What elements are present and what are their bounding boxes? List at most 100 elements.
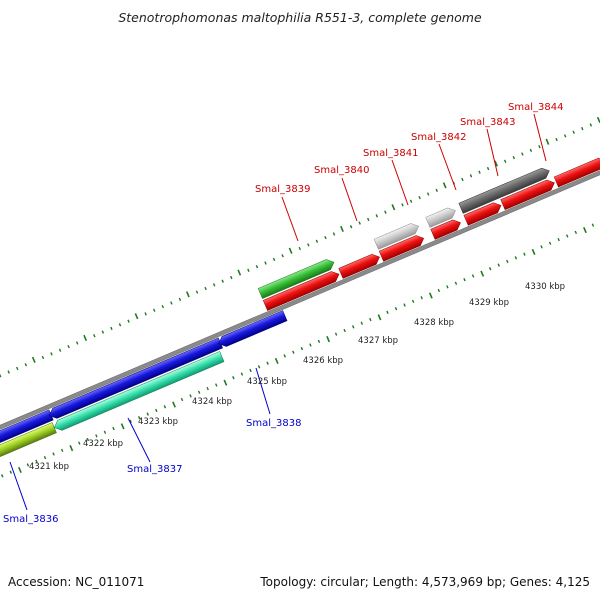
major-tick <box>120 423 125 430</box>
gene-label-smal-3837[interactable]: Smal_3837 <box>127 464 182 475</box>
cog-feature-smal-3841[interactable] <box>373 221 421 250</box>
minor-tick <box>24 363 28 367</box>
minor-tick <box>300 346 304 351</box>
gene-label-smal-3842[interactable]: Smal_3842 <box>411 132 466 143</box>
minor-tick <box>409 199 413 203</box>
major-tick <box>83 334 88 342</box>
minor-tick <box>463 277 466 282</box>
cog-feature-smal-3844[interactable] <box>458 166 552 214</box>
minor-tick <box>266 361 269 365</box>
leader-line <box>281 196 299 242</box>
major-tick <box>134 313 139 320</box>
major-tick <box>583 227 587 234</box>
minor-tick <box>503 159 507 163</box>
forward-gene-label-text: Smal_3839 Smal_3840 Smal_3841 Smal_3842 … <box>255 102 563 195</box>
cog-feature-smal-3836[interactable] <box>0 422 57 466</box>
minor-tick <box>86 437 90 442</box>
minor-tick <box>581 126 584 131</box>
cds-feature-smal-3838[interactable] <box>216 310 288 349</box>
cog-feature-smal-3839[interactable] <box>257 257 336 299</box>
minor-tick <box>478 170 481 174</box>
minor-tick <box>240 372 244 376</box>
scale-label: 4322 kbp <box>83 439 123 449</box>
minor-tick <box>283 354 286 358</box>
minor-tick <box>281 254 284 258</box>
leader-line <box>391 159 409 206</box>
gene-label-smal-3844[interactable]: Smal_3844 <box>508 102 563 113</box>
scale-label: 4321 kbp <box>29 462 69 472</box>
minor-tick <box>461 177 464 182</box>
cds-feature-smal-3837[interactable] <box>47 337 223 421</box>
minor-tick <box>523 252 526 256</box>
minor-tick <box>35 459 38 463</box>
minor-tick <box>7 370 10 374</box>
minor-tick <box>309 343 312 347</box>
minor-tick <box>180 397 184 402</box>
scale-label: 4326 kbp <box>303 356 343 366</box>
minor-tick <box>514 256 518 260</box>
minor-tick <box>101 330 105 334</box>
minor-tick <box>334 332 338 336</box>
cds-feature-smal-3842[interactable] <box>430 218 463 240</box>
minor-tick <box>9 470 13 474</box>
minor-tick <box>349 225 353 229</box>
reverse-gene-labels <box>9 367 271 511</box>
minor-tick <box>317 339 321 344</box>
reverse-cog-track <box>0 351 225 466</box>
gene-label-smal-3841[interactable]: Smal_3841 <box>363 148 418 159</box>
minor-tick <box>555 137 558 142</box>
minor-tick <box>375 214 379 218</box>
cog-feature-smal-3837[interactable] <box>52 351 225 432</box>
major-tick <box>237 269 242 276</box>
scale-label: 4327 kbp <box>358 336 398 346</box>
minor-tick <box>298 246 301 251</box>
minor-tick <box>110 326 113 331</box>
gene-label-smal-3838[interactable]: Smal_3838 <box>246 418 301 429</box>
cds-feature-smal-3843[interactable] <box>463 200 503 226</box>
minor-tick <box>247 268 250 272</box>
genome-summary-text: Topology: circular; Length: 4,573,969 bp… <box>259 575 590 589</box>
minor-tick <box>93 334 96 338</box>
gene-label-smal-3839[interactable]: Smal_3839 <box>255 184 310 195</box>
minor-tick <box>369 317 372 322</box>
major-tick <box>340 225 344 233</box>
cds-feature-smal-3840[interactable] <box>338 252 382 279</box>
minor-tick <box>343 328 346 333</box>
minor-tick <box>315 239 319 243</box>
cds-feature-next[interactable] <box>553 156 600 188</box>
minor-tick <box>60 448 64 453</box>
scale-label: 4324 kbp <box>192 397 232 407</box>
minor-tick <box>454 281 458 285</box>
gene-label-smal-3843[interactable]: Smal_3843 <box>460 117 515 128</box>
cds-feature-smal-3844[interactable] <box>500 178 557 211</box>
minor-tick <box>538 145 541 149</box>
major-tick <box>428 292 433 299</box>
major-tick <box>18 466 22 474</box>
minor-tick <box>230 275 233 280</box>
minor-tick <box>118 323 122 327</box>
gene-label-smal-3836[interactable]: Smal_3836 <box>3 514 58 525</box>
minor-tick <box>146 412 149 416</box>
cds-feature-smal-3836[interactable] <box>0 409 54 448</box>
cds-feature-smal-3839[interactable] <box>262 269 341 311</box>
gene-label-smal-3840[interactable]: Smal_3840 <box>314 165 369 176</box>
minor-tick <box>512 156 516 160</box>
forward-cds-track <box>262 156 600 311</box>
minor-tick <box>384 210 387 214</box>
cds-feature-smal-3841[interactable] <box>378 233 426 262</box>
minor-tick <box>206 386 209 391</box>
minor-tick <box>144 312 147 316</box>
minor-tick <box>0 474 4 478</box>
minor-tick <box>437 288 441 293</box>
minor-tick <box>178 297 182 302</box>
leader-line <box>438 143 457 191</box>
major-tick <box>185 291 190 298</box>
minor-tick <box>591 223 595 227</box>
cog-feature-smal-3842[interactable] <box>425 206 458 228</box>
minor-tick <box>332 232 336 236</box>
minor-tick <box>401 203 404 207</box>
scale-label: 4330 kbp <box>525 282 565 292</box>
major-tick <box>377 314 382 321</box>
genome-axis <box>0 116 600 478</box>
